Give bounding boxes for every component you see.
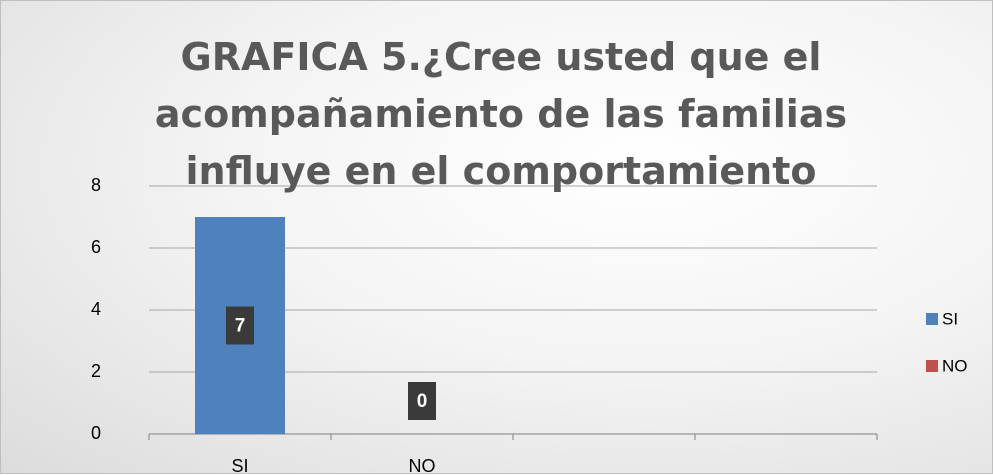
y-tick-label: 0 — [91, 423, 101, 443]
legend-swatch — [926, 360, 938, 372]
y-tick-label: 6 — [91, 237, 101, 257]
y-tick-label: 8 — [91, 175, 101, 195]
chart-title: GRAFICA 5.¿Cree usted que el acompañamie… — [154, 35, 848, 193]
x-tick-label: SI — [231, 456, 248, 475]
data-label: 0 — [417, 391, 428, 412]
x-tick-label: NO — [409, 456, 436, 475]
y-tick-label: 4 — [91, 299, 101, 319]
data-label-box — [226, 306, 254, 345]
data-label: 7 — [235, 316, 246, 337]
legend-label: SI — [942, 309, 958, 328]
data-label-box — [408, 382, 436, 420]
legend-label: NO — [942, 356, 968, 375]
y-tick-label: 2 — [91, 361, 101, 381]
legend-swatch — [926, 313, 938, 325]
